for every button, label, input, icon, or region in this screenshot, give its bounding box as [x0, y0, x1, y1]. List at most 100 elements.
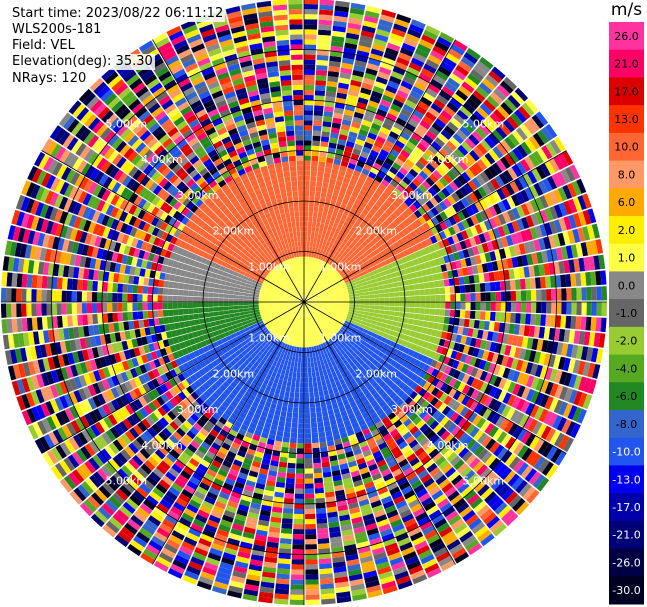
velocity-gate	[461, 141, 473, 153]
velocity-gate	[216, 396, 225, 405]
velocity-gate	[377, 170, 386, 179]
velocity-gate	[320, 400, 327, 407]
velocity-gate	[534, 406, 544, 420]
velocity-gate	[221, 337, 228, 344]
velocity-gate	[297, 357, 302, 363]
velocity-gate	[516, 218, 525, 231]
velocity-gate	[450, 244, 458, 253]
velocity-gate	[420, 96, 433, 107]
velocity-gate	[306, 305, 311, 311]
velocity-gate	[183, 466, 194, 476]
velocity-gate	[336, 266, 342, 272]
velocity-gate	[473, 65, 488, 78]
velocity-gate	[419, 295, 426, 302]
velocity-gate	[507, 473, 520, 487]
velocity-gate	[352, 315, 358, 319]
velocity-gate	[445, 262, 453, 271]
velocity-gate	[335, 380, 341, 387]
velocity-gate	[337, 330, 344, 336]
velocity-gate	[350, 79, 362, 88]
velocity-gate	[450, 261, 457, 270]
velocity-gate	[304, 332, 306, 338]
velocity-gate	[413, 283, 420, 290]
velocity-gate	[357, 462, 368, 470]
velocity-gate	[393, 407, 402, 416]
velocity-gate	[396, 321, 403, 328]
velocity-gate	[215, 388, 223, 396]
velocity-gate	[477, 484, 490, 497]
velocity-gate	[172, 445, 184, 456]
velocity-gate	[161, 364, 170, 374]
velocity-gate	[366, 105, 378, 114]
velocity-gate	[442, 198, 452, 208]
velocity-gate	[312, 130, 322, 137]
velocity-gate	[329, 317, 335, 322]
velocity-gate	[354, 59, 367, 68]
velocity-gate	[156, 366, 165, 376]
velocity-gate	[151, 535, 166, 547]
velocity-gate	[360, 278, 367, 283]
velocity-gate	[387, 262, 394, 269]
velocity-gate	[231, 441, 241, 450]
velocity-gate	[405, 329, 412, 336]
velocity-gate	[370, 445, 380, 454]
velocity-gate	[344, 304, 350, 307]
velocity-gate	[374, 556, 389, 566]
velocity-gate	[375, 420, 384, 429]
velocity-gate	[479, 253, 487, 264]
velocity-gate	[176, 349, 185, 358]
velocity-gate	[351, 239, 358, 246]
velocity-gate	[560, 315, 567, 329]
velocity-gate	[416, 544, 431, 556]
velocity-gate	[37, 420, 48, 435]
velocity-gate	[551, 173, 562, 188]
velocity-gate	[396, 350, 403, 358]
velocity-gate	[408, 23, 424, 34]
velocity-gate	[346, 316, 353, 320]
velocity-gate	[354, 531, 367, 539]
velocity-gate	[519, 189, 530, 203]
velocity-gate	[465, 302, 471, 310]
velocity-gate	[476, 60, 491, 74]
velocity-gate	[297, 311, 300, 316]
velocity-gate	[288, 396, 294, 403]
velocity-gate	[259, 331, 265, 337]
velocity-gate	[305, 316, 308, 323]
velocity-gate	[484, 136, 496, 149]
velocity-gate	[304, 423, 311, 429]
velocity-gate	[115, 396, 125, 409]
velocity-gate	[455, 403, 465, 414]
velocity-gate	[268, 433, 276, 441]
velocity-gate	[304, 387, 309, 393]
velocity-gate	[161, 475, 174, 486]
velocity-gate	[269, 375, 276, 383]
velocity-gate	[425, 130, 437, 141]
velocity-gate	[307, 305, 312, 310]
velocity-gate	[259, 468, 269, 475]
velocity-gate	[577, 195, 587, 211]
velocity-gate	[370, 500, 382, 509]
velocity-gate	[251, 417, 259, 425]
velocity-gate	[475, 380, 484, 391]
velocity-gate	[274, 388, 281, 395]
velocity-gate	[294, 361, 298, 368]
velocity-gate	[288, 345, 293, 351]
velocity-gate	[125, 369, 134, 381]
velocity-gate	[376, 459, 387, 468]
velocity-gate	[427, 145, 439, 155]
velocity-gate	[342, 324, 348, 330]
velocity-gate	[314, 247, 319, 254]
velocity-gate	[336, 223, 343, 230]
velocity-gate	[305, 498, 315, 504]
velocity-gate	[229, 359, 237, 367]
velocity-gate	[273, 366, 279, 373]
velocity-gate	[273, 445, 282, 452]
velocity-gate	[329, 377, 335, 384]
velocity-gate	[426, 328, 433, 336]
velocity-gate	[277, 368, 283, 375]
velocity-gate	[510, 290, 517, 301]
velocity-gate	[326, 334, 331, 340]
velocity-gate	[400, 80, 413, 90]
velocity-gate	[299, 306, 302, 312]
velocity-gate	[231, 523, 244, 532]
